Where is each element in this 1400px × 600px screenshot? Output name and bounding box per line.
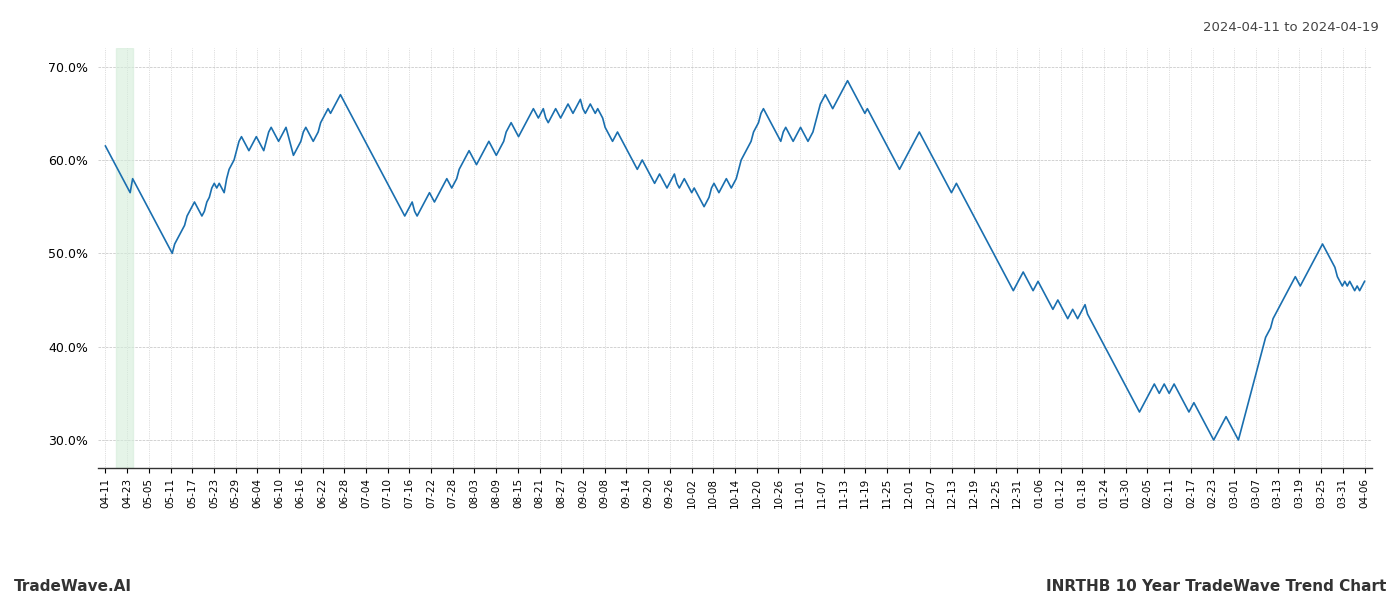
- Text: INRTHB 10 Year TradeWave Trend Chart: INRTHB 10 Year TradeWave Trend Chart: [1046, 579, 1386, 594]
- Bar: [116, 48, 133, 468]
- Text: 2024-04-11 to 2024-04-19: 2024-04-11 to 2024-04-19: [1203, 21, 1379, 34]
- Text: TradeWave.AI: TradeWave.AI: [14, 579, 132, 594]
